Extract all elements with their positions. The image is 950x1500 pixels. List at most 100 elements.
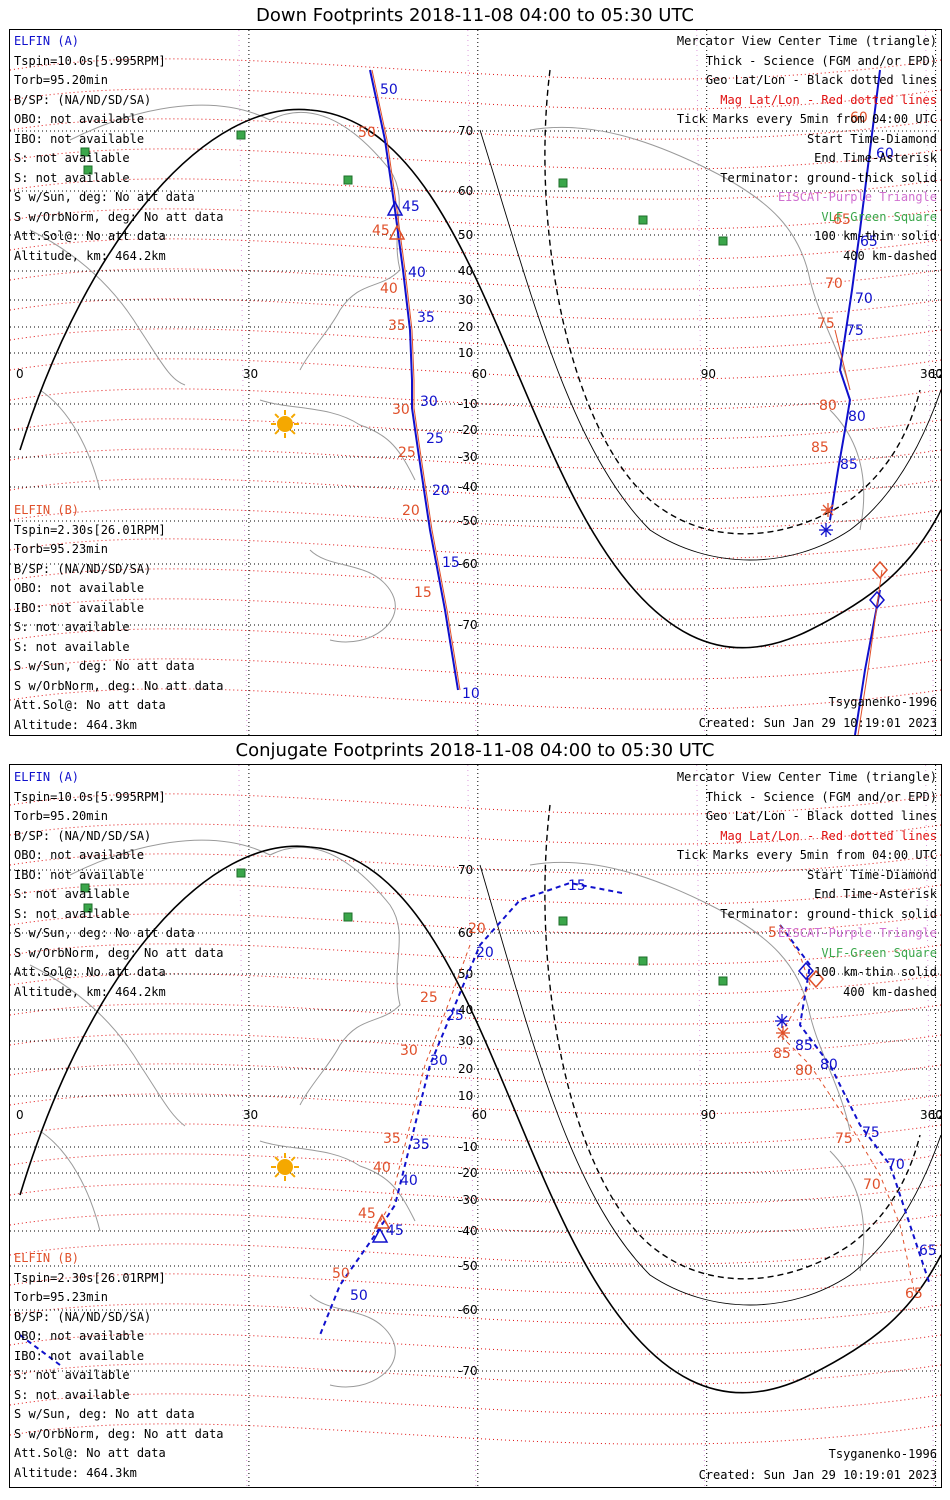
track-time-label: 25 bbox=[398, 445, 416, 461]
latitude-tick-label: -40 bbox=[458, 480, 478, 494]
track-time-label: 25 bbox=[426, 431, 444, 447]
magnetic-latitude-line bbox=[10, 118, 941, 140]
track-time-label: 80 bbox=[819, 398, 837, 414]
track-time-label: 80 bbox=[848, 409, 866, 425]
latitude-tick-label: 30 bbox=[458, 1034, 473, 1048]
info-line: Altitude, km: 464.2km bbox=[14, 248, 166, 263]
sat-b-track bbox=[857, 569, 883, 735]
track-time-label: 35 bbox=[383, 1131, 401, 1147]
info-line: OBO: not available bbox=[14, 581, 145, 595]
info-line: S: not available bbox=[14, 1387, 130, 1402]
legend-item: Thick - Science (FGM and/or EPD) bbox=[705, 789, 937, 804]
sun-ray bbox=[274, 413, 280, 419]
terminator-400km bbox=[544, 69, 921, 535]
coastline bbox=[29, 229, 186, 386]
latitude-tick-label: -10 bbox=[458, 1140, 478, 1154]
track-time-label: 85 bbox=[795, 1038, 813, 1054]
magnetic-latitude-line bbox=[10, 1213, 941, 1235]
latitude-tick-label: 60 bbox=[458, 926, 473, 940]
info-line: S: not available bbox=[14, 887, 130, 901]
info-line: Att.Sol@: No att data bbox=[14, 229, 166, 243]
latitude-tick-label: -40 bbox=[458, 1224, 478, 1238]
track-time-label: 15 bbox=[568, 878, 586, 894]
sat-a-info: ELFIN (A) Tspin=10.0s[5.995RPM] Torb=95.… bbox=[14, 32, 224, 266]
coastline bbox=[309, 549, 396, 643]
legend-item: EISCAT-Purple Triangle bbox=[778, 190, 937, 204]
track-time-label: 70 bbox=[887, 1157, 905, 1173]
vlf-station bbox=[80, 147, 90, 157]
sat-b-name: ELFIN (B) bbox=[14, 503, 80, 517]
conjugate-footprints-map: 0306090120150180210240270300330360706050… bbox=[10, 765, 941, 1487]
magnetic-latitude-line bbox=[10, 1243, 941, 1265]
latitude-tick-label: -70 bbox=[458, 618, 478, 632]
latitude-tick-label: 30 bbox=[458, 293, 473, 307]
info-line: Tspin=2.30s[26.01RPM] bbox=[14, 522, 166, 537]
coastline bbox=[829, 409, 865, 531]
coastline bbox=[39, 1130, 101, 1232]
legend-item: Tick Marks every 5min from 04:00 UTC bbox=[676, 112, 937, 126]
info-line: IBO: not available bbox=[14, 1348, 145, 1363]
info-line: B/SP: (NA/ND/SD/SA) bbox=[14, 92, 152, 107]
latitude-tick-label: 20 bbox=[458, 1062, 473, 1076]
info-line: B/SP: (NA/ND/SD/SA) bbox=[14, 828, 152, 843]
magnetic-meridian bbox=[467, 765, 477, 1487]
info-line: S w/OrbNorm, deg: No att data bbox=[14, 1426, 224, 1441]
magnetic-latitude-line bbox=[10, 1003, 941, 1025]
legend-item: Tick Marks every 5min from 04:00 UTC bbox=[676, 848, 937, 862]
magnetic-latitude-line bbox=[10, 208, 941, 230]
vlf-station bbox=[83, 903, 93, 913]
vlf-station bbox=[718, 236, 728, 246]
sat-a-info: ELFIN (A) Tspin=10.0s[5.995RPM] Torb=95.… bbox=[14, 768, 224, 1002]
track-time-label: 75 bbox=[846, 323, 864, 339]
longitude-tick-label: 120 bbox=[930, 1108, 941, 1122]
center-time-triangle bbox=[371, 1227, 389, 1243]
magnetic-latitude-line bbox=[10, 88, 941, 110]
vlf-station bbox=[83, 165, 93, 175]
start-time-diamond bbox=[808, 969, 824, 989]
conjugate-footprints-panel: 0306090120150180210240270300330360706050… bbox=[9, 764, 942, 1488]
center-time-triangle bbox=[373, 1213, 391, 1229]
track-time-label: 20 bbox=[402, 503, 420, 519]
start-time-diamond bbox=[872, 560, 888, 580]
legend-item: 400 km-dashed bbox=[843, 984, 937, 999]
sat-b-track bbox=[779, 924, 916, 1296]
end-time-asterisk bbox=[822, 504, 834, 516]
latitude-tick-label: -20 bbox=[458, 1166, 478, 1180]
track-time-label: 70 bbox=[825, 276, 843, 292]
legend-item: Mag Lat/Lon - Red dotted lines bbox=[720, 828, 937, 843]
sat-b-track bbox=[834, 329, 851, 391]
magnetic-latitude-line bbox=[10, 688, 941, 710]
vlf-station bbox=[343, 175, 353, 185]
terminator-ground bbox=[19, 108, 941, 649]
sat-b-info: ELFIN (B) Tspin=2.30s[26.01RPM] Torb=95.… bbox=[14, 1249, 224, 1483]
info-line: Torb=95.20min bbox=[14, 73, 108, 87]
track-time-label: 75 bbox=[835, 1131, 853, 1147]
latitude-tick-label: -50 bbox=[458, 1259, 478, 1273]
track-time-label: 45 bbox=[358, 1206, 376, 1222]
coastline bbox=[39, 389, 101, 491]
vlf-station bbox=[638, 956, 648, 966]
coastline bbox=[529, 126, 851, 391]
track-time-label: 85 bbox=[840, 457, 858, 473]
magnetic-latitude-line bbox=[10, 478, 941, 500]
coastline bbox=[29, 964, 186, 1127]
longitude-tick-label: 120 bbox=[930, 367, 941, 381]
sun-ray bbox=[274, 1172, 280, 1178]
info-line: S w/Sun, deg: No att data bbox=[14, 1407, 195, 1421]
track-time-label: 20 bbox=[468, 921, 486, 937]
track-time-label: 75 bbox=[817, 316, 835, 332]
magnetic-latitude-line bbox=[10, 1093, 941, 1115]
track-time-label: 30 bbox=[400, 1043, 418, 1059]
latitude-tick-label: -10 bbox=[458, 397, 478, 411]
info-line: S: not available bbox=[14, 639, 130, 654]
info-line: S: not available bbox=[14, 151, 130, 165]
magnetic-latitude-line bbox=[10, 568, 941, 590]
legend-item: EISCAT-Purple Triangle bbox=[778, 926, 937, 940]
track-time-label: 20 bbox=[476, 945, 494, 961]
info-line: Att.Sol@: No att data bbox=[14, 698, 166, 712]
longitude-tick-label: 0 bbox=[16, 1108, 24, 1122]
magnetic-latitude-line bbox=[10, 1363, 941, 1385]
latitude-tick-label: -50 bbox=[458, 514, 478, 528]
latitude-tick-label: 10 bbox=[458, 346, 473, 360]
sun-ray bbox=[290, 413, 296, 419]
